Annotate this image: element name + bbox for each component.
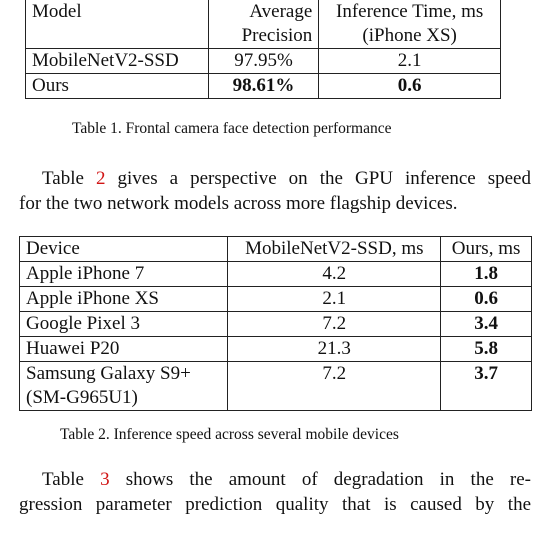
header-time-line2: (iPhone XS) <box>362 25 457 46</box>
table1-caption: Table 1. Frontal camera face detection p… <box>72 120 392 137</box>
paragraph-line: gression parameter prediction quality th… <box>19 494 531 515</box>
cell-time: 0.6 <box>318 73 501 99</box>
cell-device: Huawei P20 <box>18 336 229 362</box>
body-paragraph: Table 2 gives a perspective on the GPU i… <box>19 166 531 216</box>
table-reference-link[interactable]: 2 <box>95 168 106 189</box>
table-inference-speed-devices: Device MobileNetV2-SSD, ms Ours, ms Appl… <box>18 236 532 411</box>
table-face-detection-performance: Model Average Precision Inference Time, … <box>25 0 501 99</box>
cell-device: Apple iPhone 7 <box>18 261 229 287</box>
cell-ours: 0.6 <box>440 286 532 312</box>
table-row: Apple iPhone XS 2.1 0.6 <box>18 286 532 312</box>
cell-ssd: 2.1 <box>227 286 442 312</box>
header-device: Device <box>18 236 229 262</box>
cell-ours: 5.8 <box>440 336 532 362</box>
table-row: Apple iPhone 7 4.2 1.8 <box>18 261 532 287</box>
paragraph-text: shows the amount of degradation in the r… <box>109 469 531 490</box>
cell-ssd: 7.2 <box>227 311 442 337</box>
cell-time: 2.1 <box>318 48 501 74</box>
header-ap-line2: Precision <box>241 25 313 46</box>
paragraph-text: Table <box>42 469 101 490</box>
cell-model: MobileNetV2-SSD <box>25 48 209 74</box>
table-row: Ours 98.61% 0.6 <box>25 73 501 99</box>
header-average-precision: Average Precision <box>207 0 320 49</box>
cell-ours: 3.7 <box>440 361 532 411</box>
paragraph-text: gives a perspective on the GPU inference… <box>105 168 532 189</box>
table-row: Huawei P20 21.3 5.8 <box>18 336 532 362</box>
table2-caption: Table 2. Inference speed across several … <box>60 426 399 443</box>
cell-ssd: 21.3 <box>227 336 442 362</box>
header-ssd-ms: MobileNetV2-SSD, ms <box>227 236 442 262</box>
cell-ap: 97.95% <box>207 48 320 74</box>
table-header-row: Model Average Precision Inference Time, … <box>25 0 501 49</box>
header-model-text: Model <box>32 1 82 22</box>
paragraph-line: Table 3 shows the amount of degradation … <box>19 467 531 492</box>
header-ours-ms: Ours, ms <box>440 236 532 262</box>
table-row: MobileNetV2-SSD 97.95% 2.1 <box>25 48 501 74</box>
header-time-line1: Inference Time, ms <box>336 1 484 22</box>
header-ap-line1: Average <box>249 1 313 22</box>
paragraph-line: for the two network models across more f… <box>19 193 458 214</box>
cell-device: Apple iPhone XS <box>18 286 229 312</box>
paragraph-text: Table <box>42 168 96 189</box>
table-row: Samsung Galaxy S9+ (SM-G965U1) 7.2 3.7 <box>18 361 532 411</box>
cell-device: Google Pixel 3 <box>18 311 229 337</box>
body-paragraph: Table 3 shows the amount of degradation … <box>19 467 531 517</box>
cell-ours: 1.8 <box>440 261 532 287</box>
cell-ours: 3.4 <box>440 311 532 337</box>
table-reference-link[interactable]: 3 <box>100 469 110 490</box>
cell-ssd: 4.2 <box>227 261 442 287</box>
cell-ssd: 7.2 <box>227 361 442 411</box>
table-header-row: Device MobileNetV2-SSD, ms Ours, ms <box>18 236 532 262</box>
cell-device-line1: Samsung Galaxy S9+ <box>26 363 191 384</box>
cell-ap: 98.61% <box>207 73 320 99</box>
cell-model: Ours <box>25 73 209 99</box>
header-model: Model <box>25 0 209 49</box>
cell-device-line2: (SM-G965U1) <box>26 387 138 408</box>
cell-device: Samsung Galaxy S9+ (SM-G965U1) <box>18 361 229 411</box>
table-row: Google Pixel 3 7.2 3.4 <box>18 311 532 337</box>
paragraph-line: Table 2 gives a perspective on the GPU i… <box>19 166 531 191</box>
header-inference-time: Inference Time, ms (iPhone XS) <box>318 0 501 49</box>
